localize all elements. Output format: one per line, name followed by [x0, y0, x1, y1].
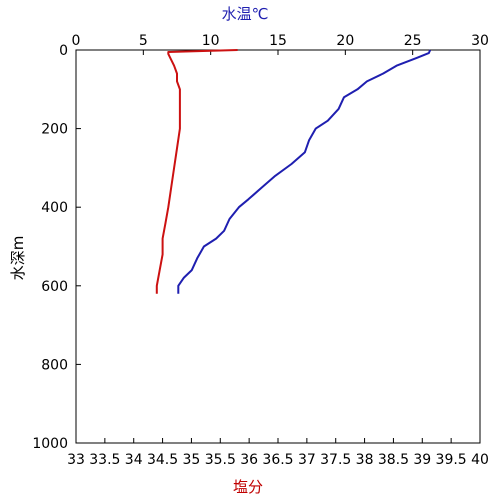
bottom-tick-label: 35	[183, 452, 201, 468]
bottom-tick-label: 37.5	[320, 452, 351, 468]
top-axis-title: 水温℃	[222, 5, 269, 23]
top-tick-label: 5	[139, 33, 148, 49]
bottom-tick-label: 36.5	[262, 452, 293, 468]
left-tick-label: 400	[41, 200, 68, 216]
top-tick-label: 20	[336, 33, 354, 49]
bottom-tick-label: 34	[125, 452, 143, 468]
bottom-tick-label: 38	[356, 452, 374, 468]
top-tick-label: 25	[404, 33, 422, 49]
bottom-tick-label: 36	[240, 452, 258, 468]
bottom-tick-label: 38.5	[378, 452, 409, 468]
plot-frame	[75, 49, 481, 444]
bottom-tick-label: 34.5	[147, 452, 178, 468]
left-tick-label: 200	[41, 122, 68, 138]
top-tick-label: 15	[269, 33, 287, 49]
left-tick-label: 800	[41, 357, 68, 373]
series-layer	[155, 49, 432, 294]
bottom-tick-label: 35.5	[205, 452, 236, 468]
top-tick-label: 0	[72, 33, 81, 49]
top-tick-label: 10	[202, 33, 220, 49]
salinity-series-line	[155, 49, 238, 294]
top-axis: 0 5 10 15 20 25 30	[72, 33, 489, 55]
bottom-tick-label: 40	[471, 452, 489, 468]
bottom-axis: 33 33.5 34 34.5 35 35.5 36 36.5 37 37.5 38 38.5 39 39…	[67, 438, 489, 468]
bottom-tick-label: 33	[67, 452, 85, 468]
left-axis-title: 水深m	[9, 236, 27, 281]
left-axis: 0 200 400 600 800 1000	[32, 43, 81, 452]
temperature-series-line	[177, 49, 432, 294]
bottom-tick-label: 37	[298, 452, 316, 468]
left-tick-label: 0	[59, 43, 68, 59]
left-tick-label: 600	[41, 279, 68, 295]
bottom-tick-label: 33.5	[89, 452, 120, 468]
bottom-tick-label: 39.5	[436, 452, 467, 468]
bottom-axis-title: 塩分	[233, 478, 263, 496]
bottom-tick-label: 39	[413, 452, 431, 468]
left-tick-label: 1000	[32, 436, 68, 452]
top-tick-label: 30	[471, 33, 489, 49]
